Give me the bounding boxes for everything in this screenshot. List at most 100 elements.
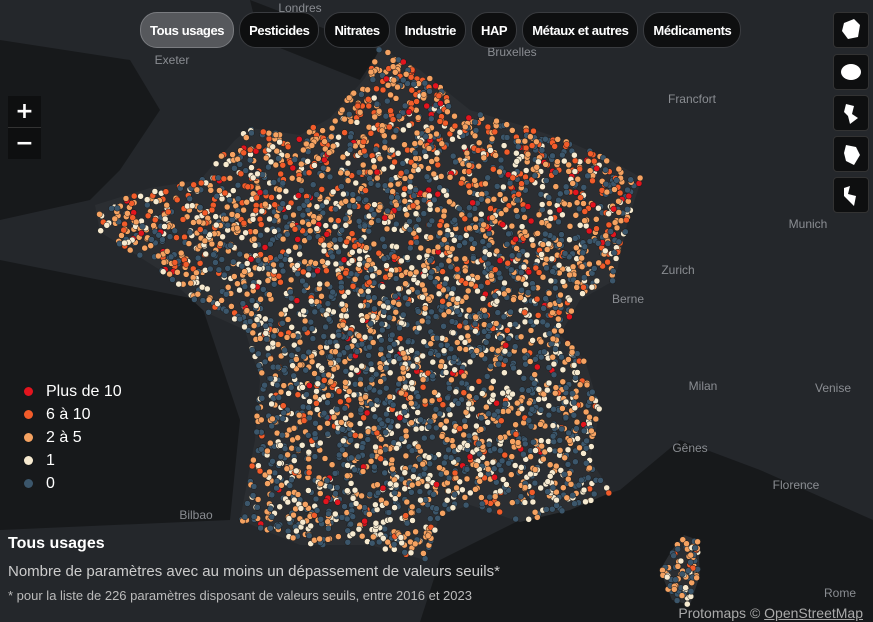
filter-button[interactable]: Tous usages (140, 12, 235, 48)
station (527, 318, 535, 325)
station (307, 318, 315, 326)
station (685, 567, 692, 574)
station (338, 300, 346, 308)
station (328, 124, 336, 132)
station (276, 138, 283, 146)
station (368, 366, 376, 373)
station (482, 339, 490, 346)
station (518, 269, 525, 276)
filter-button[interactable]: Métaux et autres (522, 12, 639, 48)
station (278, 310, 285, 318)
station (312, 495, 320, 503)
station (243, 260, 251, 267)
territory-button[interactable] (833, 95, 869, 131)
station (561, 200, 568, 208)
zoom-out[interactable]: − (8, 128, 41, 159)
station (415, 507, 422, 514)
station (466, 204, 473, 211)
station (574, 175, 582, 183)
station (417, 496, 424, 504)
filter-button[interactable]: Médicaments (643, 12, 742, 48)
territory-button[interactable] (833, 177, 869, 213)
station (527, 423, 535, 430)
station (299, 384, 306, 391)
station (279, 200, 287, 207)
station (572, 189, 580, 196)
territory-button[interactable] (833, 12, 869, 48)
station (237, 170, 245, 178)
territory-button[interactable] (833, 54, 869, 90)
station (375, 108, 383, 115)
filter-button[interactable]: Pesticides (239, 12, 320, 48)
station (441, 459, 448, 467)
station (370, 211, 378, 218)
station (332, 260, 340, 268)
station (542, 230, 549, 238)
station (303, 140, 310, 148)
attribution-link[interactable]: OpenStreetMap (764, 605, 863, 621)
filter-button[interactable]: Industrie (394, 12, 466, 48)
station (339, 426, 346, 433)
station (351, 466, 358, 473)
station (327, 216, 335, 224)
station (277, 253, 284, 260)
station (514, 213, 521, 220)
station (421, 305, 429, 312)
station (445, 257, 453, 264)
zoom-in[interactable]: + (8, 96, 41, 128)
station (267, 505, 274, 512)
station (309, 335, 317, 342)
station (410, 80, 417, 88)
station (147, 242, 154, 249)
station (335, 217, 342, 224)
station (248, 164, 255, 171)
station (571, 157, 579, 164)
station (338, 514, 346, 521)
station (687, 551, 694, 559)
territory-button[interactable] (833, 136, 869, 172)
station (444, 394, 451, 402)
station (257, 524, 264, 532)
station (580, 427, 588, 435)
station (602, 166, 609, 174)
station (674, 563, 682, 570)
station (687, 559, 694, 566)
station (277, 388, 285, 396)
station (432, 313, 440, 320)
station (331, 470, 339, 477)
filter-button[interactable]: Nitrates (324, 12, 390, 48)
station (329, 333, 337, 340)
station (253, 428, 261, 436)
station (441, 236, 448, 243)
station (379, 484, 387, 492)
station (138, 229, 145, 237)
station (229, 151, 236, 158)
filter-button[interactable]: HAP (470, 12, 518, 48)
station (284, 451, 291, 459)
station (420, 550, 427, 557)
station (445, 406, 452, 413)
station (584, 172, 591, 180)
station (349, 197, 357, 204)
station (212, 259, 219, 266)
station (287, 288, 294, 296)
station (507, 308, 514, 316)
station (298, 187, 305, 194)
station (564, 446, 572, 454)
station (331, 223, 339, 230)
station (497, 156, 505, 164)
station (613, 177, 620, 184)
station (426, 75, 434, 82)
station (479, 295, 487, 302)
station (428, 308, 435, 316)
station (350, 89, 357, 97)
station (377, 364, 384, 371)
station (283, 223, 291, 231)
station (466, 211, 474, 219)
station (233, 224, 241, 232)
station (272, 131, 280, 139)
station (553, 496, 560, 504)
station (484, 174, 491, 182)
station (313, 191, 320, 198)
station (622, 228, 629, 236)
